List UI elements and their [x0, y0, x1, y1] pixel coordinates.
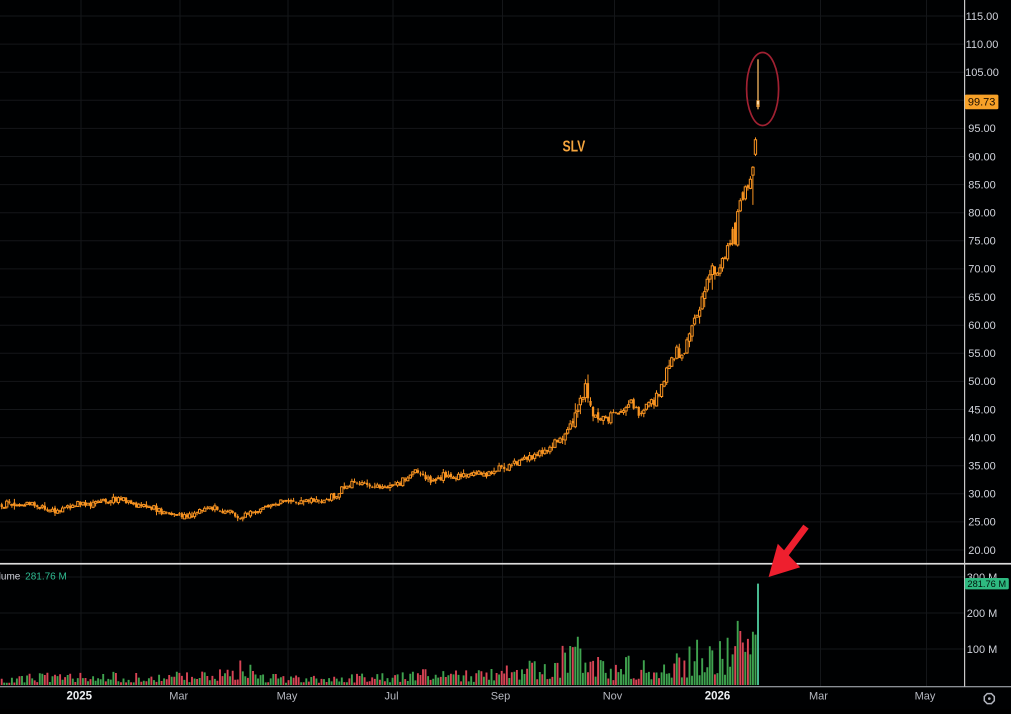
svg-text:281.76 M: 281.76 M [967, 579, 1006, 589]
svg-text:200 M: 200 M [967, 608, 998, 620]
svg-text:30.00: 30.00 [968, 489, 996, 501]
svg-text:70.00: 70.00 [968, 264, 996, 276]
svg-text:35.00: 35.00 [968, 461, 996, 473]
svg-text:40.00: 40.00 [968, 432, 996, 444]
svg-text:105.00: 105.00 [965, 67, 999, 79]
svg-text:95.00: 95.00 [968, 123, 996, 135]
svg-text:110.00: 110.00 [966, 39, 999, 51]
svg-text:80.00: 80.00 [968, 208, 996, 220]
svg-text:65.00: 65.00 [968, 292, 996, 304]
svg-text:Nov: Nov [603, 691, 623, 703]
svg-text:Sep: Sep [491, 691, 511, 703]
svg-text:May: May [915, 691, 936, 703]
svg-text:20.00: 20.00 [968, 545, 996, 557]
svg-text:55.00: 55.00 [968, 348, 996, 360]
svg-text:99.73: 99.73 [968, 97, 996, 109]
svg-text:50.00: 50.00 [968, 376, 996, 388]
svg-text:75.00: 75.00 [968, 236, 996, 248]
svg-text:2026: 2026 [705, 691, 731, 703]
svg-text:45.00: 45.00 [968, 404, 996, 416]
svg-text:May: May [277, 691, 298, 703]
svg-text:Volume 281.76 M: Volume 281.76 M [0, 572, 67, 583]
svg-text:Mar: Mar [809, 691, 828, 703]
svg-text:SLV: SLV [563, 139, 586, 156]
svg-text:85.00: 85.00 [968, 179, 996, 191]
svg-text:60.00: 60.00 [968, 320, 996, 332]
svg-text:25.00: 25.00 [968, 517, 996, 529]
svg-text:115.00: 115.00 [966, 11, 999, 23]
svg-text:100 M: 100 M [967, 644, 998, 656]
svg-text:2025: 2025 [67, 691, 93, 703]
svg-text:90.00: 90.00 [968, 151, 996, 163]
svg-text:Jul: Jul [384, 691, 398, 703]
svg-text:Mar: Mar [169, 691, 188, 703]
